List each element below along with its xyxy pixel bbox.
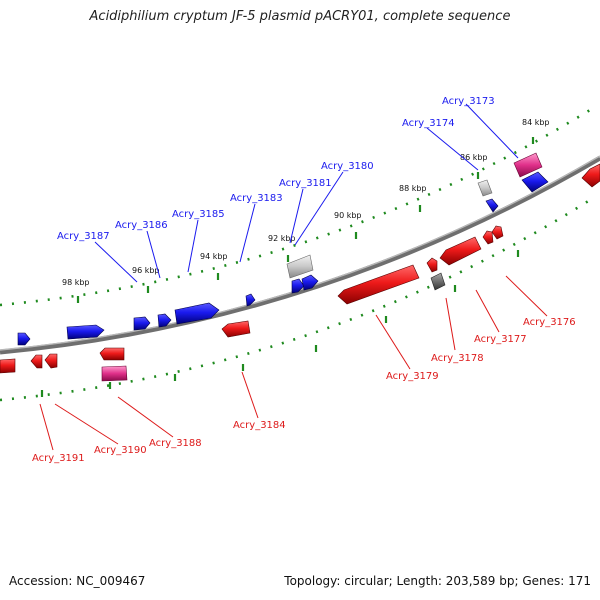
gene-arrow[interactable] xyxy=(17,332,31,346)
reverse-gene-track xyxy=(0,163,600,382)
gene-arrow[interactable] xyxy=(439,236,482,266)
gene-arrow xyxy=(477,179,493,197)
outer-major-ticks xyxy=(76,137,535,303)
gene-arrow[interactable] xyxy=(581,163,600,188)
gene-label-acry-3181[interactable]: Acry_3181 xyxy=(279,178,332,189)
gene-label-acry-3180[interactable]: Acry_3180 xyxy=(321,161,374,172)
gene-arrow[interactable] xyxy=(291,278,305,294)
gene-label-acry-3185[interactable]: Acry_3185 xyxy=(172,209,225,220)
gene-arrow[interactable] xyxy=(30,354,43,369)
scale-label-94: 94 kbp xyxy=(200,252,228,261)
reverse-gene-labels: Acry_3191 Acry_3190 Acry_3188 Acry_3184 … xyxy=(32,317,576,464)
gene-label-acry-3190[interactable]: Acry_3190 xyxy=(94,445,147,456)
gene-arrow[interactable] xyxy=(426,257,438,273)
gene-label-acry-3186[interactable]: Acry_3186 xyxy=(115,220,168,231)
forward-gene-labels: Acry_3187 Acry_3186 Acry_3185 Acry_3183 … xyxy=(57,96,495,242)
rna-gene[interactable] xyxy=(101,365,128,382)
gene-label-acry-3174[interactable]: Acry_3174 xyxy=(402,118,455,129)
reverse-leader-lines xyxy=(39,275,548,451)
gene-label-acry-3184[interactable]: Acry_3184 xyxy=(233,420,286,431)
gene-arrow[interactable] xyxy=(44,353,58,369)
gene-arrow xyxy=(430,272,446,291)
gene-arrow[interactable] xyxy=(482,230,494,245)
scale-label-90: 90 kbp xyxy=(334,211,362,220)
inner-major-ticks xyxy=(40,250,520,397)
gene-arrow[interactable] xyxy=(174,302,220,325)
gene-arrow xyxy=(286,254,314,279)
scale-label-88: 88 kbp xyxy=(399,184,427,193)
gene-arrow[interactable] xyxy=(521,171,549,193)
gene-label-acry-3178[interactable]: Acry_3178 xyxy=(431,353,484,364)
gene-arrow[interactable] xyxy=(221,320,251,338)
accession-text: Accession: NC_009467 xyxy=(9,574,146,588)
gene-arrow[interactable] xyxy=(491,225,504,240)
topology-summary-text: Topology: circular; Length: 203,589 bp; … xyxy=(284,574,591,588)
map-title: Acidiphilium cryptum JF-5 plasmid pACRY0… xyxy=(89,9,511,24)
gene-arrow[interactable] xyxy=(485,198,499,213)
scale-label-96: 96 kbp xyxy=(132,266,160,275)
gene-arrow[interactable] xyxy=(66,324,105,340)
scale-label-86: 86 kbp xyxy=(460,153,488,162)
forward-gene-track xyxy=(17,152,549,346)
gene-label-acry-3177[interactable]: Acry_3177 xyxy=(474,334,527,345)
scale-label-84: 84 kbp xyxy=(522,118,550,127)
gene-label-acry-3176[interactable]: Acry_3176 xyxy=(523,317,576,328)
gene-label-acry-3183[interactable]: Acry_3183 xyxy=(230,193,283,204)
scale-label-92: 92 kbp xyxy=(268,234,296,243)
gene-arrow[interactable] xyxy=(133,316,151,331)
gene-label-acry-3173[interactable]: Acry_3173 xyxy=(442,96,495,107)
gene-arrow[interactable] xyxy=(301,274,319,291)
gene-label-acry-3187[interactable]: Acry_3187 xyxy=(57,231,110,242)
rna-gene[interactable] xyxy=(513,152,543,178)
gene-label-acry-3188[interactable]: Acry_3188 xyxy=(149,438,202,449)
gene-arrow[interactable] xyxy=(0,358,16,374)
forward-leader-lines xyxy=(94,103,519,283)
gene-arrow[interactable] xyxy=(337,264,420,305)
gene-arrow[interactable] xyxy=(157,313,172,328)
gene-label-acry-3179[interactable]: Acry_3179 xyxy=(386,371,439,382)
gene-arrow[interactable] xyxy=(245,293,256,307)
scale-label-98: 98 kbp xyxy=(62,278,90,287)
gene-label-acry-3191[interactable]: Acry_3191 xyxy=(32,453,85,464)
gene-arrow[interactable] xyxy=(99,347,125,361)
